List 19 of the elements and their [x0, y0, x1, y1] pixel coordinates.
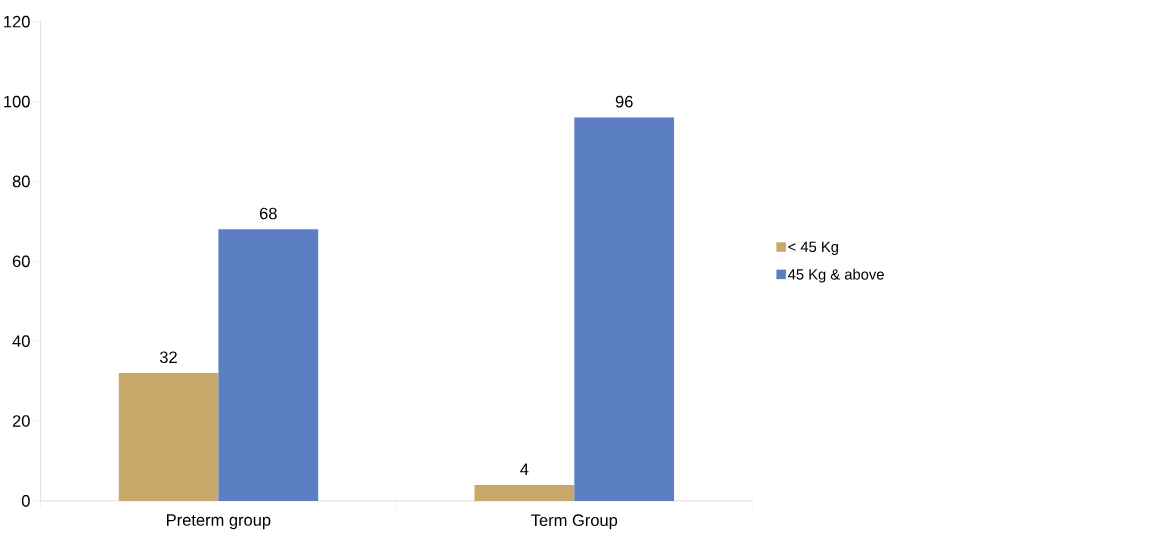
y-tick-label: 120 [4, 15, 30, 28]
x-tick-label: Preterm group [167, 514, 271, 529]
data-label: 4 [520, 463, 529, 475]
bar [118, 372, 219, 501]
data-label: 32 [159, 351, 177, 363]
bar [574, 117, 675, 501]
legend-label: 45 Kg & above [788, 268, 884, 283]
legend-label: < 45 Kg [788, 241, 838, 255]
bar [474, 484, 575, 501]
data-label: 68 [259, 207, 277, 220]
y-tick-label: 100 [4, 95, 30, 108]
y-tick-label: 60 [12, 255, 30, 267]
data-label: 96 [615, 95, 633, 108]
y-tick-label: 20 [12, 415, 30, 427]
bar [218, 229, 319, 501]
x-tick-label: Term Group [531, 514, 618, 530]
y-tick-label: 80 [12, 175, 30, 188]
y-tick-label: 40 [12, 335, 30, 347]
y-tick-label: 0 [21, 494, 30, 507]
